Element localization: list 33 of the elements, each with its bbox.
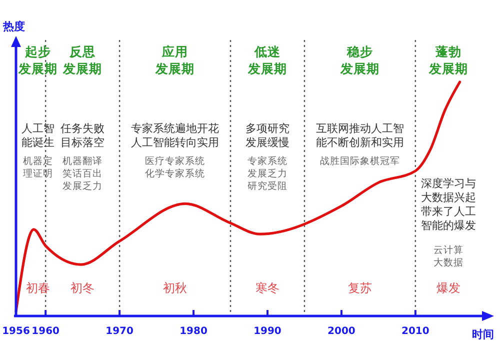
annotation: 互联网推动人工智能不断创新和实用 [316, 122, 404, 149]
annotation: 寒冬 [255, 281, 280, 295]
text: 反思发展期 [62, 44, 102, 76]
x-tick-label: 1960 [32, 326, 60, 337]
y-axis-title: 热度 [2, 20, 25, 33]
annotation: 复苏 [348, 281, 372, 295]
annotation: 多项研究发展缓慢 [245, 122, 290, 149]
x-tick-label: 1980 [180, 326, 208, 337]
annotation: 专家系统遍地开花人工智能转向实用 [131, 122, 220, 149]
text: 应用发展期 [154, 44, 195, 76]
x-tick-label: 1956 [2, 326, 30, 337]
annotation: 任务失败目标落空 [60, 122, 105, 149]
x-tick-label: 2000 [328, 326, 356, 337]
text: 蓬勃发展期 [428, 44, 468, 76]
annotation: 云计算大数据 [434, 244, 464, 268]
annotation: 初秋 [163, 281, 188, 295]
text: 低迷发展期 [246, 44, 287, 76]
x-tick-label: 1990 [254, 326, 282, 337]
annotation: 机器翻译笑话百出发展乏力 [62, 155, 103, 192]
annotation: 初春 [26, 281, 50, 295]
annotation: 医疗专家系统化学专家系统 [145, 155, 206, 180]
annotation: 人工智能诞生 [22, 122, 54, 149]
x-tick-label: 2010 [402, 326, 430, 337]
x-tick-label: 1970 [106, 326, 134, 337]
x-axis-title: 时间 [472, 328, 494, 341]
annotation: 专家系统发展乏力研究受阻 [247, 155, 288, 192]
text: 稳步发展期 [339, 44, 380, 76]
annotation: 机器定理证明 [23, 155, 53, 180]
annotation: 深度学习与大数据兴起带来了人工智能的爆发 [421, 176, 476, 232]
annotation: 初冬 [70, 281, 95, 295]
annotation: 战胜国际象棋冠军 [320, 155, 400, 167]
text: 起步发展期 [18, 44, 58, 76]
annotation: 爆发 [436, 281, 461, 295]
